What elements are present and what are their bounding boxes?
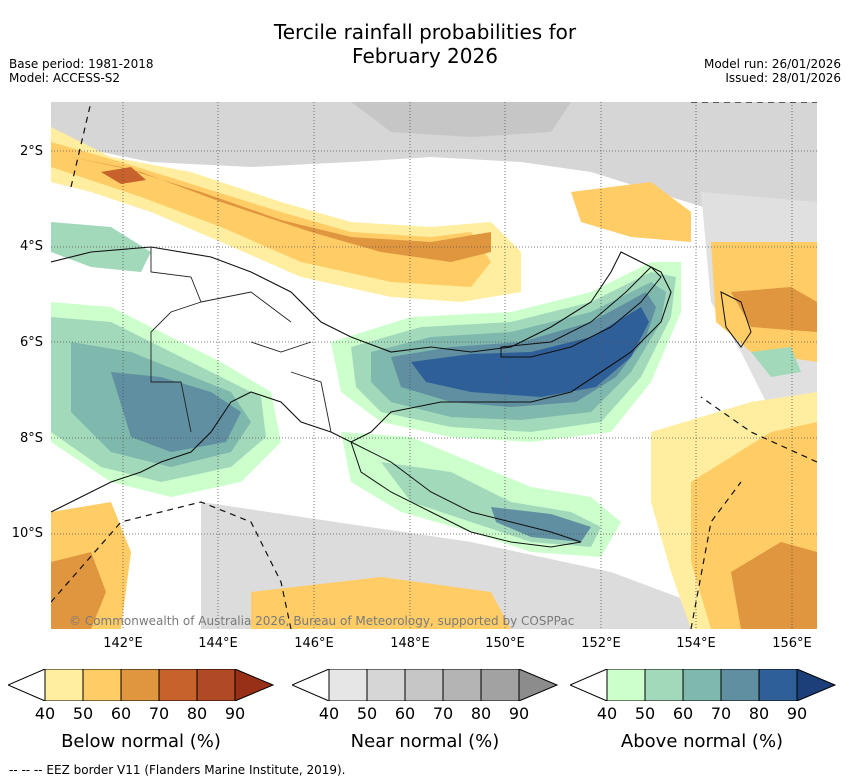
lon-label-146e: 146°E (294, 636, 334, 651)
lon-label-148e: 148°E (390, 636, 430, 651)
new-britain-coast (500, 266, 662, 358)
colorbar-below (8, 669, 274, 701)
bougainville-coast (720, 291, 752, 348)
cbar-above-swatch-5 (758, 669, 798, 701)
cbar-below-tick-90: 90 (224, 704, 246, 723)
copyright-notice: © Commonwealth of Australia 2026, Bureau… (69, 614, 575, 628)
above-normal-central-80 (411, 307, 649, 397)
below-normal-s (251, 577, 511, 629)
cbar-above-title: Above normal (%) (620, 731, 784, 752)
issued-date: Issued: 28/01/2026 (725, 71, 841, 85)
lon-label-150e: 150°E (485, 636, 525, 651)
above-normal-south-60 (491, 507, 591, 542)
province-borders (150, 247, 332, 433)
cbar-above-tick-90: 90 (786, 704, 808, 723)
lon-label-142e: 142°E (103, 636, 143, 651)
cbar-above-swatch-3 (682, 669, 722, 701)
cbar-near-swatch-1 (328, 669, 368, 701)
gridlines (51, 102, 817, 629)
model-run: Model run: 26/01/2026 (703, 57, 841, 71)
cbar-near-swatch-3 (404, 669, 444, 701)
cbar-near-swatch-4 (442, 669, 482, 701)
southeast-tip-coast (350, 441, 582, 548)
cbar-below-tick-40: 40 (34, 704, 56, 723)
below-normal-north-60 (71, 157, 491, 262)
eez-footer-note: -- -- -- EEZ border V11 (Flanders Marine… (9, 763, 346, 777)
cbar-near-tick-60: 60 (394, 704, 416, 723)
cbar-below-tick-60: 60 (110, 704, 132, 723)
eez-border (51, 102, 817, 629)
cbar-near-tick-70: 70 (432, 704, 454, 723)
base-period: Base period: 1981-2018 (9, 57, 154, 71)
meta-left: Base period: 1981-2018 Model: ACCESS-S2 (9, 57, 154, 85)
below-normal-east-60 (731, 287, 817, 332)
cbar-near-tick-50: 50 (356, 704, 378, 723)
cbar-above-tick-80: 80 (748, 704, 770, 723)
lon-label-152e: 152°E (581, 636, 621, 651)
colorbar-near (292, 669, 558, 701)
cbar-near-tick-40: 40 (318, 704, 340, 723)
cbar-above-swatch-2 (644, 669, 684, 701)
near-normal-north-dark (351, 102, 571, 137)
cbar-below-swatch-2 (82, 669, 122, 701)
lat-label-6s: 6°S (19, 335, 43, 350)
cbar-below-tick-70: 70 (148, 704, 170, 723)
cbar-below-swatch-1 (44, 669, 84, 701)
lat-label-4s: 4°S (19, 239, 43, 254)
cbar-below-tick-80: 80 (186, 704, 208, 723)
cbar-near-title: Near normal (%) (350, 731, 500, 752)
coastline (51, 246, 672, 513)
cbar-above-tick-40: 40 (596, 704, 618, 723)
title-line-2: February 2026 (352, 44, 498, 68)
cbar-near-swatch-2 (366, 669, 406, 701)
meta-right: Model run: 26/01/2026 Issued: 28/01/2026 (704, 57, 841, 85)
lat-label-10s: 10°S (11, 526, 43, 541)
lat-label-2s: 2°S (19, 144, 43, 159)
cbar-below-tick-50: 50 (72, 704, 94, 723)
cbar-above-tick-60: 60 (672, 704, 694, 723)
lon-label-144e: 144°E (198, 636, 238, 651)
above-normal-wnw (51, 222, 151, 272)
below-normal-ne (571, 182, 691, 242)
cbar-near-tick-90: 90 (508, 704, 530, 723)
title-line-1: Tercile rainfall probabilities for (273, 20, 577, 44)
cbar-near-tick-80: 80 (470, 704, 492, 723)
model-name: Model: ACCESS-S2 (9, 71, 121, 85)
cbar-above-swatch-1 (606, 669, 646, 701)
colorbar-above (570, 669, 836, 701)
cbar-above-tick-50: 50 (634, 704, 656, 723)
below-normal-north-70 (101, 167, 146, 184)
lon-label-156e: 156°E (772, 636, 812, 651)
above-normal-east-small (751, 347, 801, 377)
map-area (51, 102, 817, 629)
cbar-near-swatch-5 (480, 669, 520, 701)
below-normal-sw-60 (51, 552, 106, 629)
cbar-above-swatch-4 (720, 669, 760, 701)
cbar-above-tick-70: 70 (710, 704, 732, 723)
above-normal-west-70 (111, 372, 241, 452)
map-title: Tercile rainfall probabilities for Febru… (0, 20, 850, 68)
cbar-below-swatch-4 (158, 669, 198, 701)
lat-label-8s: 8°S (19, 431, 43, 446)
cbar-below-swatch-5 (196, 669, 236, 701)
lon-label-154e: 154°E (676, 636, 716, 651)
below-normal-se-60 (731, 542, 817, 629)
cbar-below-title: Below normal (%) (61, 731, 221, 752)
map-svg (51, 102, 817, 629)
cbar-below-swatch-3 (120, 669, 160, 701)
near-normal-north (51, 102, 817, 252)
